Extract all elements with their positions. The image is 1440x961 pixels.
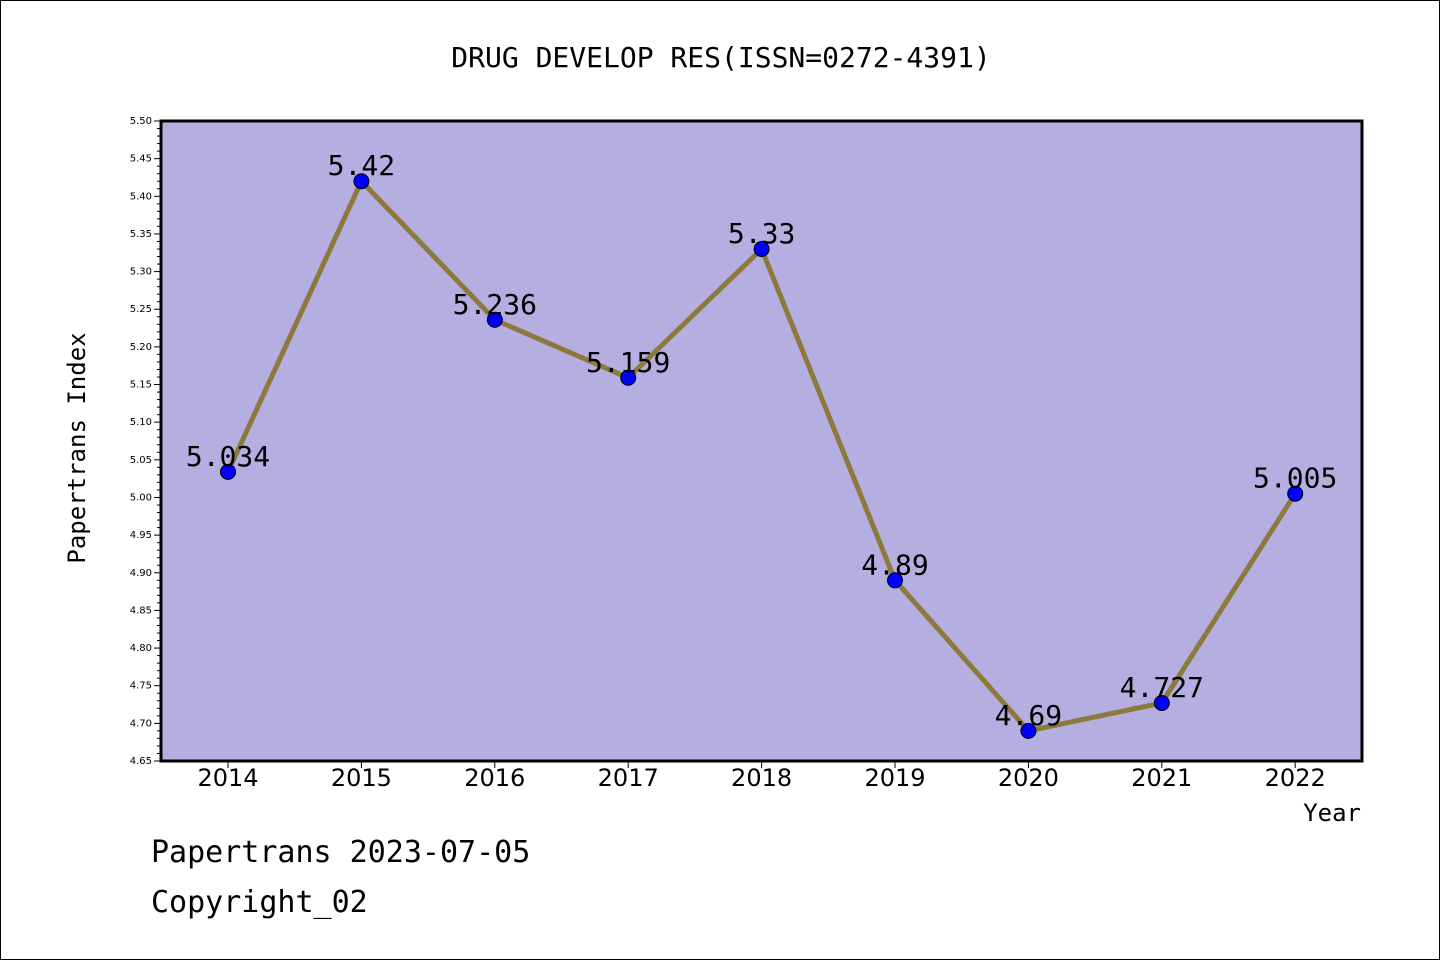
y-axis-label: Papertrans Index bbox=[63, 332, 91, 563]
data-label: 4.69 bbox=[995, 699, 1062, 732]
x-tick-label: 2017 bbox=[598, 764, 659, 792]
data-label: 5.159 bbox=[586, 346, 670, 379]
y-tick-label: 5.00 bbox=[130, 492, 152, 503]
data-label: 4.89 bbox=[861, 548, 928, 581]
y-tick-label: 4.80 bbox=[130, 643, 152, 654]
data-label: 5.236 bbox=[453, 288, 537, 321]
y-tick-label: 4.65 bbox=[130, 756, 152, 767]
y-tick-label: 5.10 bbox=[130, 417, 152, 428]
footer-copyright: Copyright_02 bbox=[151, 885, 368, 920]
data-point bbox=[486, 311, 503, 328]
data-point bbox=[1153, 695, 1170, 712]
data-point bbox=[1020, 722, 1037, 739]
y-tick-label: 5.25 bbox=[130, 304, 152, 315]
data-point bbox=[1287, 485, 1304, 502]
y-tick-label: 4.70 bbox=[130, 718, 152, 729]
x-tick-label: 2021 bbox=[1131, 764, 1192, 792]
x-tick-label: 2022 bbox=[1265, 764, 1326, 792]
data-point bbox=[220, 463, 236, 480]
y-tick-label: 5.40 bbox=[130, 191, 152, 202]
data-point bbox=[620, 369, 637, 386]
y-tick-label: 5.30 bbox=[130, 267, 152, 278]
y-tick-label: 4.75 bbox=[130, 681, 152, 692]
axis-ticks: 4.65 4.70 4.75 4.80 4.85 4.90 4.95 5.00 5.05 5.10… bbox=[130, 116, 1326, 792]
data-label: 5.33 bbox=[728, 217, 795, 250]
data-label: 4.727 bbox=[1120, 671, 1204, 704]
y-tick-label: 5.20 bbox=[130, 342, 152, 353]
data-point bbox=[887, 572, 903, 589]
y-tick-label: 5.05 bbox=[130, 455, 152, 466]
plot-area bbox=[161, 121, 1362, 761]
y-tick-label: 4.90 bbox=[130, 568, 152, 579]
data-points bbox=[220, 173, 1304, 739]
x-tick-label: 2016 bbox=[464, 764, 525, 792]
y-tick-label: 5.50 bbox=[130, 116, 152, 127]
x-tick-label: 2018 bbox=[731, 764, 792, 792]
data-point bbox=[753, 241, 770, 257]
y-tick-label: 5.45 bbox=[130, 154, 152, 165]
footer-date: Papertrans 2023-07-05 bbox=[151, 835, 531, 870]
chart-title: DRUG DEVELOP RES(ISSN=0272-4391) bbox=[451, 41, 990, 74]
data-label: 5.034 bbox=[186, 440, 270, 473]
y-tick-label: 4.95 bbox=[130, 530, 152, 541]
x-axis-label: Year bbox=[1303, 799, 1361, 827]
x-tick-label: 2019 bbox=[864, 764, 925, 792]
x-tick-label: 2015 bbox=[331, 764, 392, 792]
data-point bbox=[353, 173, 370, 190]
data-label: 5.42 bbox=[328, 149, 395, 182]
data-label: 5.005 bbox=[1253, 462, 1337, 495]
x-tick-label: 2014 bbox=[197, 764, 258, 792]
x-tick-label: 2020 bbox=[998, 764, 1059, 792]
data-labels: 5.034 5.42 5.236 5.159 5.33 4.89 4.69 4.727 5.00… bbox=[186, 149, 1337, 732]
y-tick-label: 5.15 bbox=[130, 380, 152, 391]
plot-border bbox=[159, 119, 1364, 763]
y-tick-label: 5.35 bbox=[130, 229, 152, 240]
y-tick-label: 4.85 bbox=[130, 605, 152, 616]
